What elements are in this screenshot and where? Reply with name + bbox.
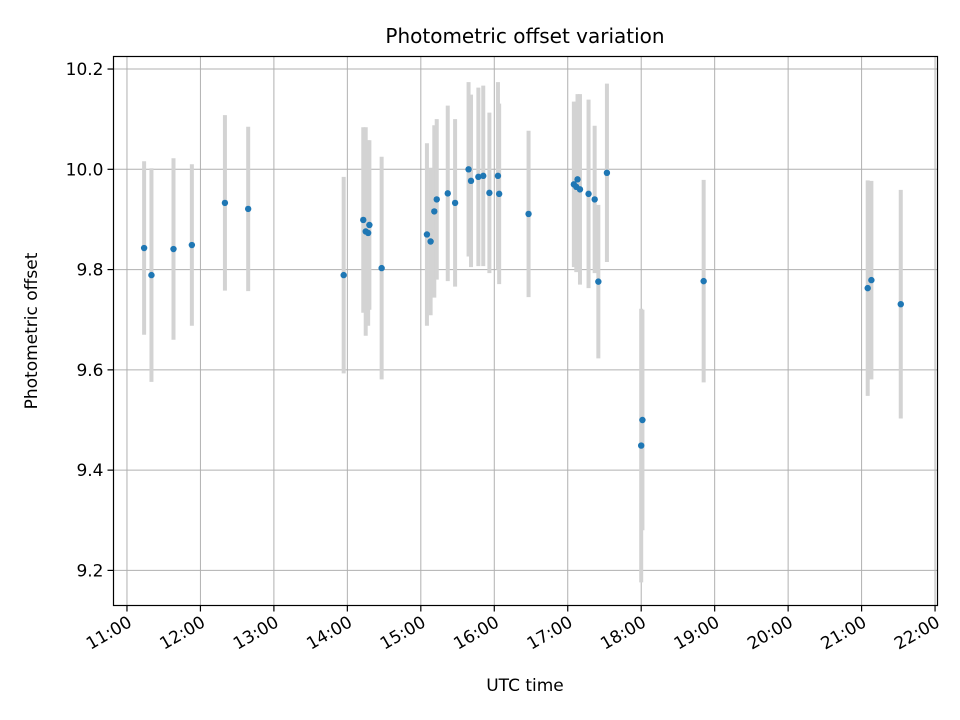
data-point bbox=[603, 169, 611, 177]
data-point bbox=[444, 190, 451, 197]
data-point bbox=[868, 276, 875, 284]
data-point bbox=[433, 196, 440, 203]
data-point bbox=[638, 442, 645, 449]
data-point bbox=[364, 229, 372, 237]
data-point bbox=[465, 166, 472, 173]
plot-frame bbox=[112, 55, 939, 607]
data-point bbox=[639, 416, 646, 424]
y-axis-ticks: 9.2 9.4 9.6 9.8 10.0 10.2 bbox=[66, 60, 114, 581]
data-point bbox=[423, 231, 431, 238]
data-point bbox=[140, 244, 148, 252]
data-point bbox=[525, 210, 532, 218]
data-point bbox=[591, 196, 598, 203]
data-point bbox=[480, 172, 487, 180]
data-point bbox=[451, 199, 459, 207]
data-point bbox=[366, 221, 373, 229]
data-point bbox=[897, 300, 904, 308]
data-point bbox=[585, 190, 592, 198]
data-point bbox=[486, 189, 493, 197]
data-point bbox=[427, 238, 434, 245]
data-point bbox=[576, 186, 584, 193]
y-tick-label: 9.8 bbox=[76, 261, 103, 281]
data-point bbox=[170, 245, 177, 253]
data-point bbox=[494, 172, 502, 180]
y-axis-label: Photometric offset bbox=[22, 252, 42, 409]
data-point bbox=[574, 176, 581, 183]
data-point bbox=[188, 241, 196, 249]
data-point bbox=[467, 177, 475, 185]
y-tick-label: 10.2 bbox=[66, 60, 104, 80]
y-tick-label: 9.2 bbox=[76, 561, 103, 581]
chart-title: Photometric offset variation bbox=[385, 24, 664, 48]
y-tick-label: 9.6 bbox=[76, 361, 103, 381]
data-point bbox=[475, 173, 482, 181]
data-point bbox=[148, 271, 155, 279]
data-point bbox=[360, 216, 367, 224]
data-point bbox=[378, 264, 385, 272]
data-point bbox=[495, 190, 503, 198]
y-tick-label: 9.4 bbox=[76, 461, 103, 481]
data-point bbox=[700, 277, 707, 285]
x-axis-label: UTC time bbox=[486, 676, 564, 696]
data-point bbox=[595, 278, 602, 285]
data-point bbox=[221, 199, 229, 207]
data-point bbox=[340, 271, 347, 279]
data-points bbox=[140, 166, 904, 449]
data-point bbox=[864, 284, 871, 292]
data-point bbox=[431, 208, 438, 215]
grid bbox=[113, 56, 938, 606]
data-point bbox=[244, 205, 252, 213]
y-tick-label: 10.0 bbox=[66, 160, 104, 180]
